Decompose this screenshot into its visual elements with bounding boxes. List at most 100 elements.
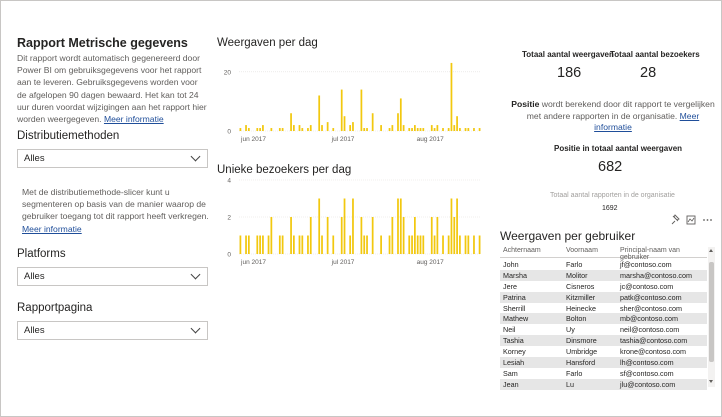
x-tick-label: jul 2017 (331, 136, 355, 143)
chevron-down-icon (190, 269, 201, 280)
cell-first-name: Farlo (566, 368, 583, 378)
cell-principal-name: lh@contoso.com (620, 358, 674, 368)
views-per-day-chart: 0 20 jun 2017 jul 2017 aug 2017 (224, 62, 481, 143)
report-title: Rapport Metrische gegevens (17, 36, 188, 50)
bar (408, 235, 411, 254)
platforms-dropdown-value: Alles (24, 271, 45, 282)
bar (464, 128, 467, 131)
y-tick-label: 4 (227, 178, 231, 185)
platforms-dropdown[interactable]: Alles (17, 267, 208, 286)
org-total-label: Totaal aantal rapporten in de organisati… (550, 192, 675, 199)
table-row[interactable]: Jere Cisneros jc@contoso.com (500, 281, 707, 292)
total-views-label: Totaal aantal weergaven (522, 50, 614, 59)
y-tick-label: 20 (224, 69, 232, 76)
bar (278, 235, 281, 254)
bar (332, 235, 335, 254)
bar (436, 125, 439, 131)
bar (464, 235, 467, 254)
column-header-principal-name[interactable]: Principal-naam van gebruiker (620, 247, 680, 261)
cell-first-name: Heinecke (566, 303, 596, 313)
table-row[interactable]: Neil Uy neil@contoso.com (500, 324, 707, 335)
bar (292, 125, 295, 131)
table-row[interactable]: Korney Umbridge krone@contoso.com (500, 346, 707, 357)
x-tick-label: jun 2017 (240, 259, 266, 266)
bar (326, 122, 329, 131)
cell-principal-name: krone@contoso.com (620, 347, 687, 357)
cell-first-name: Dinsmore (566, 336, 597, 346)
cell-principal-name: mb@contoso.com (620, 314, 679, 324)
report-description: Dit rapport wordt automatisch gegenereer… (17, 52, 209, 125)
report-page-dropdown[interactable]: Alles (17, 321, 208, 340)
bar (388, 235, 391, 254)
bar (467, 128, 470, 131)
scroll-up-icon[interactable] (709, 249, 713, 252)
bar (459, 128, 461, 131)
bar (399, 98, 402, 131)
cell-principal-name: jlu@contoso.com (620, 379, 676, 389)
table-row[interactable]: Tashia Dinsmore tashia@contoso.com (500, 335, 707, 347)
cell-first-name: Kitzmiller (566, 292, 596, 302)
x-tick-label: jun 2017 (240, 136, 266, 143)
bar (343, 198, 346, 254)
table-row[interactable]: Lesiah Hansford lh@contoso.com (500, 357, 707, 368)
table-row[interactable]: Mathew Bolton mb@contoso.com (500, 313, 707, 325)
table-row[interactable]: Jean Lu jlu@contoso.com (500, 378, 707, 390)
bar (430, 125, 433, 131)
bar (413, 217, 416, 254)
table-scrollbar-thumb[interactable] (709, 262, 714, 362)
bar (450, 198, 453, 254)
bar (340, 217, 343, 254)
bar (447, 128, 450, 131)
table-row[interactable]: Marsha Molitor marsha@contoso.com (500, 269, 707, 281)
bar (349, 125, 352, 131)
bar (416, 235, 419, 254)
cell-first-name: Umbridge (566, 347, 598, 357)
chevron-down-icon (190, 323, 201, 334)
bar (453, 217, 456, 254)
y-tick-label: 0 (227, 252, 231, 259)
bar (371, 217, 374, 254)
more-info-link[interactable]: Meer informatie (103, 114, 164, 125)
cell-last-name: Jean (503, 379, 519, 389)
position-word: Positie (511, 99, 540, 109)
scroll-down-icon[interactable] (709, 380, 713, 383)
distribution-more-info-link[interactable]: Meer informatie (22, 223, 82, 234)
bar (239, 128, 242, 131)
chevron-down-icon (190, 151, 201, 162)
bar (402, 125, 405, 131)
bar (318, 95, 321, 131)
column-header-last-name[interactable]: Achternaam (503, 247, 541, 254)
report-info-panel: Rapport Metrische gegevens Dit rapport w… (17, 36, 209, 125)
column-header-first-name[interactable]: Voornaam (566, 247, 598, 254)
bar (259, 235, 261, 254)
total-visitors-label: Totaal aantal bezoekers (610, 50, 700, 59)
position-more-info-link[interactable]: Meer informatie (594, 110, 700, 133)
bar (270, 128, 273, 131)
bar (281, 128, 284, 131)
bar (399, 198, 402, 254)
bar (360, 89, 363, 131)
bar (430, 217, 433, 254)
cell-principal-name: sher@contoso.com (620, 303, 683, 313)
table-row[interactable]: Sam Farlo sf@contoso.com (500, 368, 707, 379)
cell-principal-name: tashia@contoso.com (620, 336, 688, 346)
bar (391, 125, 394, 131)
bar (436, 217, 439, 254)
bar (309, 217, 312, 254)
focus-mode-icon[interactable] (686, 215, 696, 225)
bar (397, 198, 399, 254)
x-tick-label: aug 2017 (417, 259, 444, 266)
bar (262, 125, 264, 131)
bar (256, 128, 259, 131)
table-row[interactable]: Patrina Kitzmiller patk@contoso.com (500, 291, 707, 303)
table-row[interactable]: John Farlo jf@contoso.com (500, 259, 707, 270)
report-description-text: Dit rapport wordt automatisch gegenereer… (17, 53, 207, 125)
more-options-icon[interactable] (703, 219, 712, 221)
cell-last-name: John (503, 260, 519, 269)
views-chart-title: Weergaven per dag (217, 37, 318, 49)
table-row[interactable]: Sherrill Heinecke sher@contoso.com (500, 303, 707, 314)
cell-principal-name: patk@contoso.com (620, 292, 682, 302)
bar (245, 125, 247, 131)
pin-icon[interactable] (671, 214, 680, 225)
distribution-dropdown[interactable]: Alles (17, 149, 208, 168)
